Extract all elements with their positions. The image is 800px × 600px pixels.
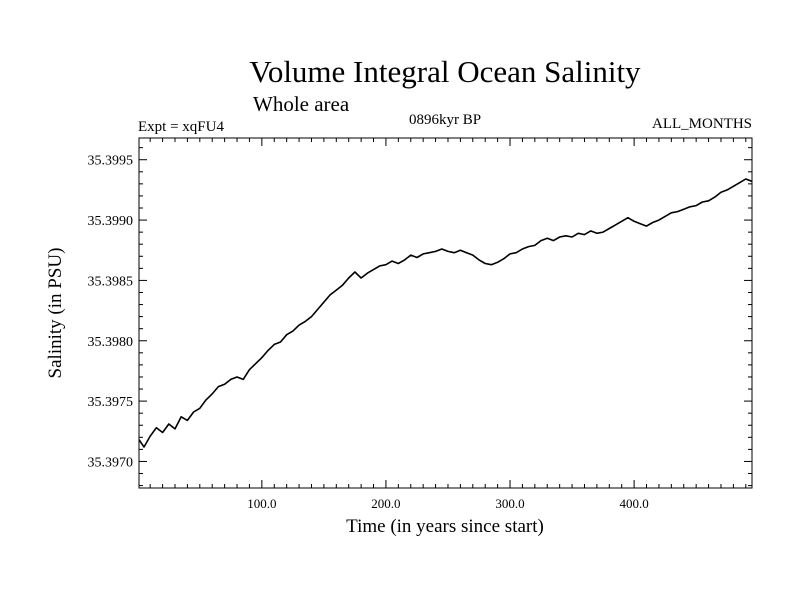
y-tick-label: 35.3990 — [88, 214, 134, 229]
period-label: 0896kyr BP — [409, 112, 481, 128]
experiment-label: Expt = xqFU4 — [138, 119, 224, 135]
y-tick-label: 35.3970 — [88, 455, 134, 470]
chart-title: Volume Integral Ocean Salinity — [249, 54, 641, 89]
chart-subtitle: Whole area — [253, 92, 350, 116]
y-tick-label: 35.3985 — [88, 274, 134, 289]
plot-frame — [138, 137, 753, 489]
x-tick-label: 200.0 — [371, 496, 400, 511]
x-axis-label: Time (in years since start) — [346, 516, 544, 537]
months-label: ALL_MONTHS — [652, 116, 752, 132]
axis-tick-labels: 100.0 200.0 300.0 400.0 35.3970 35.3975 35.398… — [88, 154, 649, 511]
y-tick-label: 35.3995 — [88, 154, 134, 169]
y-axis-label: Salinity (in PSU) — [45, 248, 66, 379]
x-tick-label: 300.0 — [495, 496, 524, 511]
y-tick-label: 35.3980 — [88, 335, 134, 350]
axis-ticks — [139, 138, 752, 488]
x-tick-label: 100.0 — [247, 496, 276, 511]
x-tick-label: 400.0 — [619, 496, 648, 511]
y-tick-label: 35.3975 — [88, 395, 134, 410]
salinity-series-line — [138, 178, 753, 448]
